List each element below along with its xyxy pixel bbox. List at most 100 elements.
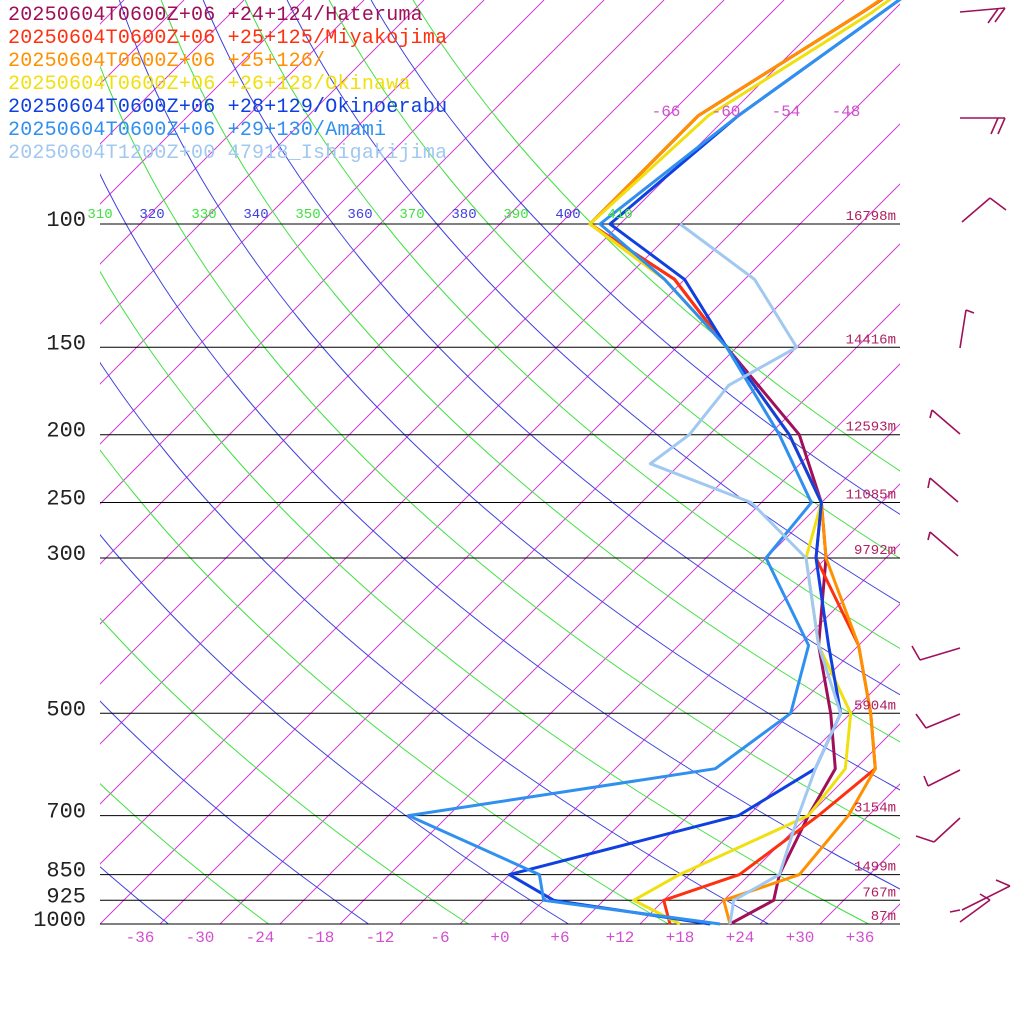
potential-temperature-lines [100,0,900,924]
height-label: 1499m [854,860,896,876]
dry-adiabat-line [370,0,900,515]
isotherm-line [100,3,900,805]
legend-entry: 20250604T0600Z+06 +25+126/ [8,50,326,73]
wind-barb-flag [915,835,935,843]
isotherm-top-label: -48 [832,103,861,121]
height-label: 87m [871,909,896,925]
isotherm-line [279,303,900,924]
wind-barb-flag [965,309,975,314]
isotherm-line [100,63,900,865]
pressure-label: 700 [46,800,86,825]
height-label: 11085m [846,488,896,504]
legend-entry: 20250604T0600Z+06 +26+128/Okinawa [8,73,411,96]
pressure-label: 100 [46,208,86,233]
isotherm-line [159,183,900,924]
theta-label: 390 [503,207,528,223]
theta-label: 340 [243,207,268,223]
sounding-line [406,0,902,926]
dry-adiabat-line [244,0,900,650]
x-tick-label: -6 [430,929,449,947]
isotherm-line [399,423,900,924]
theta-label: 320 [139,207,164,223]
pressure-label: 925 [46,884,86,909]
height-label: 14416m [846,332,896,348]
dry-adiabat-line [202,0,900,696]
x-tick-label: -12 [366,929,395,947]
dry-adiabat-line [286,0,900,604]
wind-barb-flag [987,8,999,24]
isotherm-line [100,0,305,205]
dry-adiabat-line [100,617,469,924]
x-tick-label: -30 [186,929,215,947]
wind-barb [931,409,961,435]
isotherm-top-label: -60 [712,103,741,121]
theta-label: 400 [555,207,580,223]
x-tick-label: -36 [126,929,155,947]
dry-adiabat-line [412,0,900,472]
isotherm-line [100,0,365,265]
height-label: 16798m [846,209,896,225]
pressure-label: 150 [46,331,86,356]
temperature-soundings [406,0,902,926]
wind-barb [961,197,991,223]
dry-adiabat-line [100,270,869,924]
sounding-line [588,0,892,926]
wind-barb-flag [929,409,933,419]
isotherm-line [0,0,4,924]
isotherm-line [639,663,900,924]
legend-entry: 20250604T0600Z+06 +28+129/Okinoerabu [8,96,448,119]
dry-adiabat-line [118,0,900,791]
theta-label: 330 [191,207,216,223]
dry-adiabat-line [100,64,900,840]
wind-barb-flag [989,197,1007,211]
dry-adiabat-line [100,534,569,924]
x-tick-label: +18 [666,929,695,947]
pressure-label: 500 [46,697,86,722]
wind-barb-flag [997,117,1006,135]
legend-entry: 20250604T0600Z+06 +24+124/Hateruma [8,4,423,27]
pressure-label: 300 [46,542,86,567]
wind-barb [919,647,961,661]
height-label: 12593m [846,420,896,436]
theta-label: 310 [87,207,112,223]
isotherm-line [699,723,900,924]
isotherm-line [519,543,900,924]
wind-barb-flag [994,7,1006,23]
pressure-label: 250 [46,487,86,512]
legend-entry: 20250604T0600Z+06 +25+125/Miyakojima [8,27,448,50]
wind-barb [929,477,959,503]
isotherm-top-label: -66 [652,103,681,121]
height-label: 5904m [854,698,896,714]
wind-barb [929,531,959,557]
wind-barb-flag [911,645,921,661]
wind-barb-flag [979,893,991,901]
isotherm-line [100,0,725,625]
isotherm-line [459,483,900,924]
x-tick-label: +12 [606,929,635,947]
theta-label: 380 [451,207,476,223]
wind-barb [925,713,961,729]
wind-barbs [911,7,1011,923]
theta-label: 360 [347,207,372,223]
x-tick-label: -18 [306,929,335,947]
wind-barb-flag [923,775,929,787]
legend-entry: 20250604T0600Z+06 +29+130/Amami [8,119,387,142]
wind-barb-flag [995,879,1011,887]
pressure-label: 850 [46,859,86,884]
dry-adiabat-line [100,361,769,924]
isotherm-line [579,603,900,924]
legend-entry: 20250604T1200Z+00 47918_Ishigakijima [8,142,448,165]
dry-adiabat-line [100,449,669,924]
isotherm-line [819,843,900,924]
axis-labels: 100 16798m 150 14416m 200 12593m 250 11085m 300 9… [33,103,896,947]
dry-adiabat-line [100,700,369,924]
wind-barb [933,817,961,843]
wind-barb-flag [927,477,931,489]
isotherm-line [100,0,485,385]
wind-barb-flag [915,713,927,729]
dry-adiabat-line [160,0,900,743]
pressure-label: 200 [46,419,86,444]
pressure-label: 1000 [33,908,86,933]
wind-barb-flag [949,909,961,913]
